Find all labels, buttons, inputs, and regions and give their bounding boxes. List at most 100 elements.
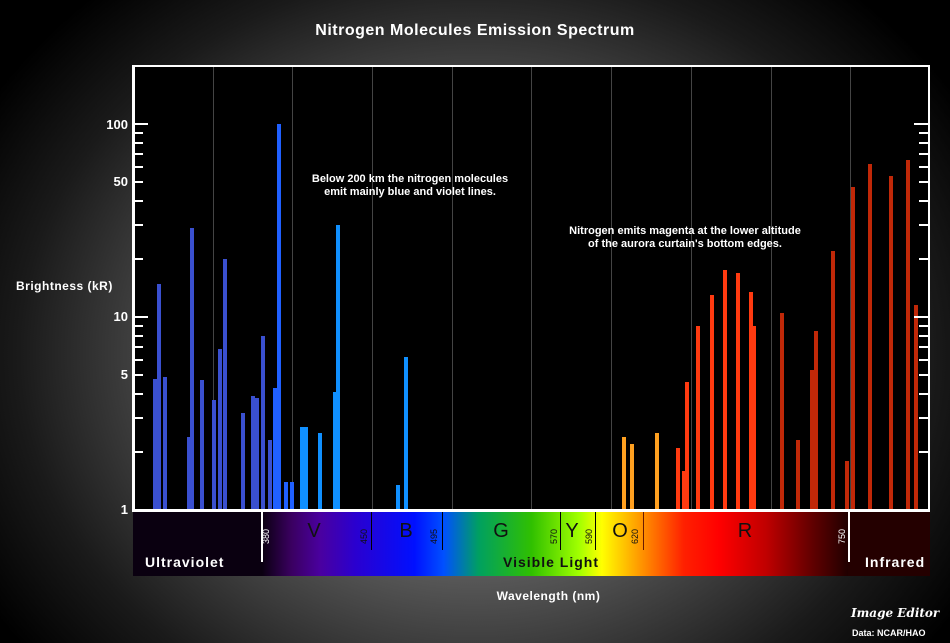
y-tick-label-50: 50 xyxy=(113,174,128,189)
y-tick xyxy=(134,223,143,226)
nm-label-495: 495 xyxy=(429,528,439,544)
y-tick xyxy=(134,374,143,377)
plot-area: Below 200 km the nitrogen molecules emit… xyxy=(133,65,930,512)
region-label-visible: Visible Light xyxy=(503,554,599,570)
emission-bar xyxy=(851,187,855,510)
emission-bar xyxy=(200,380,204,510)
y-tick xyxy=(919,152,928,155)
emission-bar xyxy=(163,376,167,510)
boundary-590 xyxy=(595,512,596,550)
emission-bar xyxy=(404,357,408,510)
emission-bar xyxy=(736,272,740,510)
emission-bar xyxy=(831,250,835,510)
y-tick xyxy=(134,392,143,395)
y-tick xyxy=(919,199,928,202)
y-tick xyxy=(134,358,143,361)
y-tick xyxy=(134,165,143,168)
y-tick xyxy=(919,131,928,134)
nm-label-450: 450 xyxy=(359,528,369,544)
gridline xyxy=(611,67,612,512)
emission-bar xyxy=(914,305,918,510)
emission-bar xyxy=(814,330,818,510)
y-tick xyxy=(134,324,143,327)
emission-bar xyxy=(318,433,322,510)
boundary-570 xyxy=(560,512,561,550)
y-tick xyxy=(919,392,928,395)
boundary-495 xyxy=(442,512,443,550)
band-letter-b: B xyxy=(399,520,413,542)
emission-bar xyxy=(796,440,800,510)
emission-bar xyxy=(218,349,222,510)
y-tick xyxy=(134,416,143,419)
emission-bar xyxy=(304,426,308,510)
ultraviolet-region xyxy=(133,512,262,576)
region-label-infrared: Infrared xyxy=(865,554,926,570)
y-tick xyxy=(919,334,928,337)
emission-bar xyxy=(290,481,294,510)
emission-bar xyxy=(749,291,753,510)
y-tick-label-5: 5 xyxy=(120,367,128,382)
emission-bar xyxy=(889,175,893,510)
credit-image-editor: Image Editor xyxy=(851,606,940,620)
boundary-750 xyxy=(848,512,850,562)
y-tick xyxy=(919,358,928,361)
emission-bar xyxy=(153,378,157,510)
y-tick xyxy=(134,131,143,134)
y-tick xyxy=(919,345,928,348)
band-letter-y: Y xyxy=(565,520,579,542)
y-tick xyxy=(134,257,143,260)
y-tick xyxy=(919,374,928,377)
annotation-line: Below 200 km the nitrogen molecules xyxy=(311,173,509,185)
emission-bar xyxy=(622,436,626,510)
emission-bar xyxy=(655,433,659,510)
y-tick xyxy=(919,416,928,419)
emission-bar xyxy=(268,440,272,510)
emission-bar xyxy=(868,164,872,510)
infrared-region xyxy=(848,512,930,576)
y-tick xyxy=(134,123,148,125)
y-tick xyxy=(919,181,928,184)
y-tick xyxy=(919,165,928,168)
emission-bar xyxy=(396,484,400,510)
emission-bar xyxy=(251,395,255,510)
y-tick xyxy=(919,141,928,144)
nm-label-590: 590 xyxy=(584,528,594,544)
emission-bar xyxy=(676,447,680,510)
emission-bar xyxy=(710,295,714,510)
y-tick xyxy=(134,181,143,184)
band-letter-o: O xyxy=(612,520,628,542)
visible-region xyxy=(262,512,848,576)
band-letter-r: R xyxy=(737,520,753,542)
y-tick xyxy=(134,316,148,318)
credit-data-source: Data: NCAR/HAO xyxy=(852,628,926,638)
y-tick-label-10: 10 xyxy=(113,309,128,324)
emission-bar xyxy=(261,335,265,510)
band-letter-g: G xyxy=(493,520,509,542)
y-tick xyxy=(919,324,928,327)
nm-label-380: 380 xyxy=(261,528,271,544)
band-letter-v: V xyxy=(307,520,321,542)
y-tick xyxy=(134,152,143,155)
y-axis-label: Brightness (kR) xyxy=(16,279,113,293)
annotation-blue-violet: Below 200 km the nitrogen molecules emit… xyxy=(295,173,525,199)
nm-label-750: 750 xyxy=(837,528,847,544)
gridline xyxy=(691,67,692,512)
emission-bar xyxy=(696,325,700,510)
y-tick-label-1: 1 xyxy=(120,502,128,517)
boundary-380 xyxy=(261,512,263,562)
y-tick xyxy=(134,450,143,453)
boundary-620 xyxy=(643,512,644,550)
x-axis-label: Wavelength (nm) xyxy=(496,589,601,603)
y-tick xyxy=(134,345,143,348)
emission-bar xyxy=(277,124,281,510)
emission-bar xyxy=(630,443,634,510)
gridline xyxy=(452,67,453,512)
emission-bar xyxy=(723,270,727,510)
emission-bar xyxy=(333,391,337,510)
nm-label-620: 620 xyxy=(630,528,640,544)
gridline xyxy=(771,67,772,512)
x-axis-baseline xyxy=(133,509,930,512)
emission-bar xyxy=(810,370,814,510)
emission-bar xyxy=(300,426,304,510)
spectrum-strip: 380 V 450 B 495 G 570 Y 590 O 620 R 750 … xyxy=(133,512,930,576)
